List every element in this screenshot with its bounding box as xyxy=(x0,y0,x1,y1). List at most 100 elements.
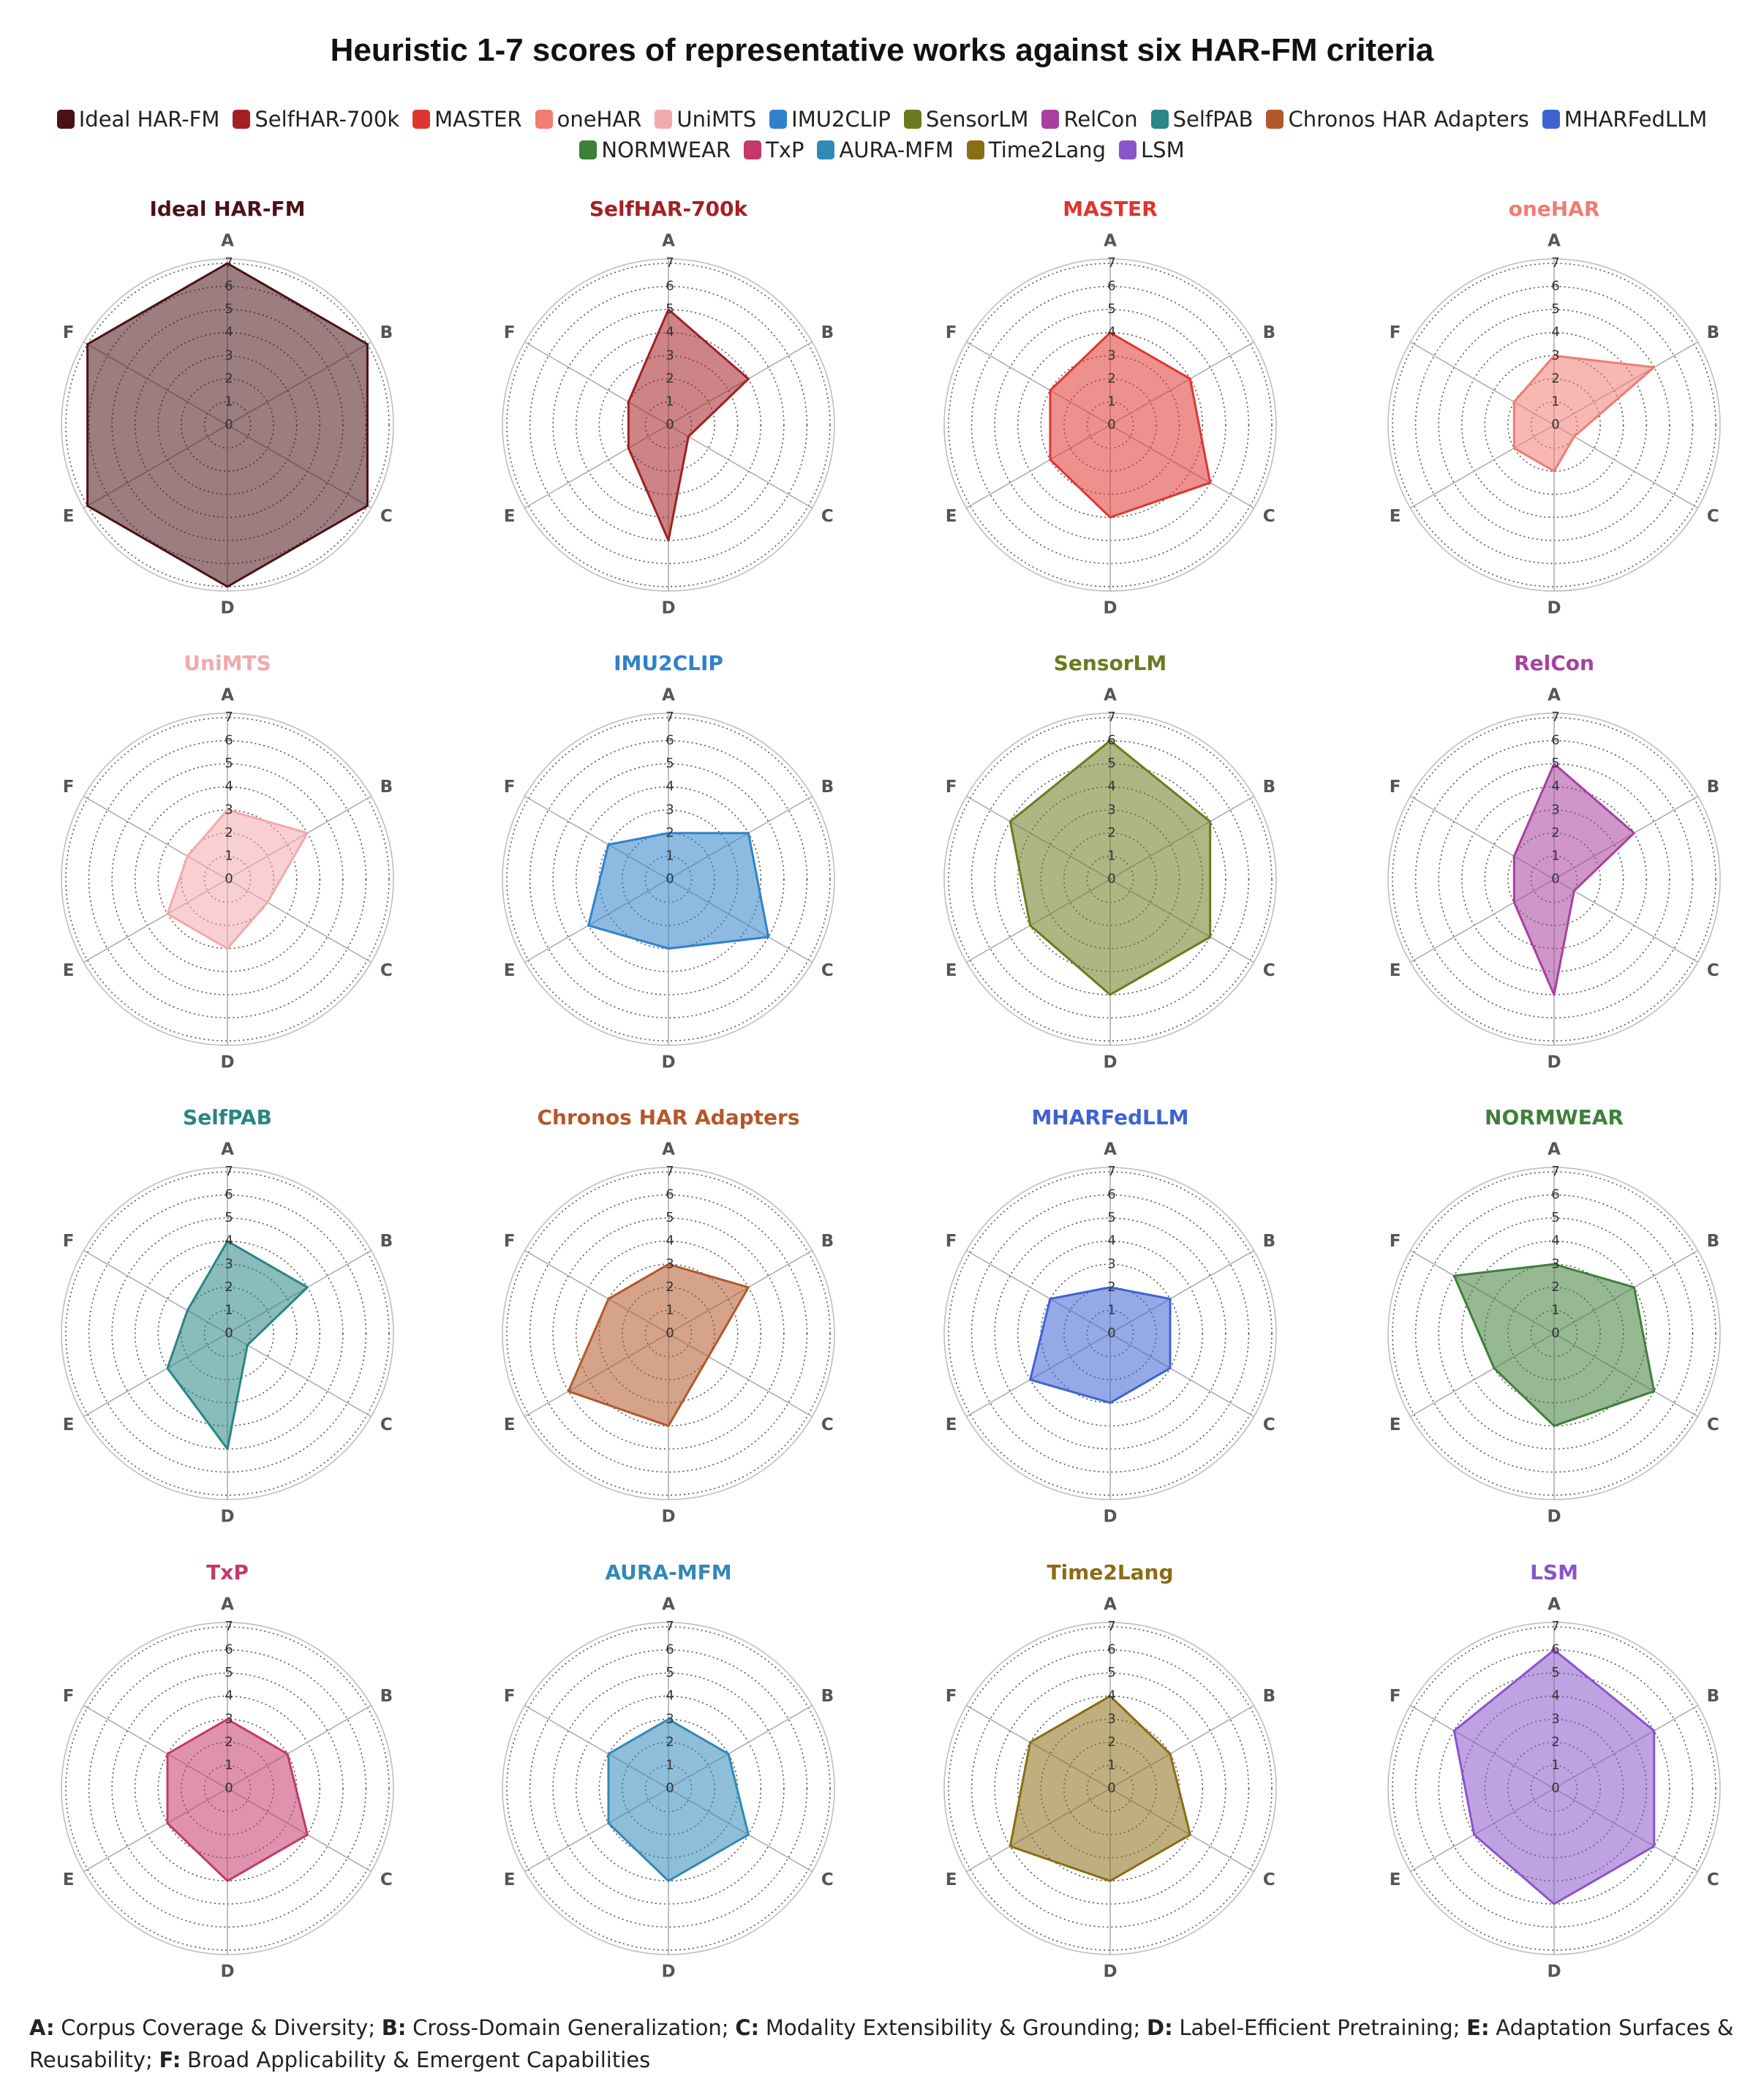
axis-label: A xyxy=(1104,686,1117,705)
r-tick-label: 1 xyxy=(225,848,233,863)
legend-item: Chronos HAR Adapters xyxy=(1266,107,1529,132)
grid-ring xyxy=(1392,263,1716,587)
legend-item: LSM xyxy=(1119,138,1185,162)
r-tick-label: 5 xyxy=(225,756,233,771)
footnote-text: Corpus Coverage & Diversity; xyxy=(61,2015,376,2040)
r-tick-label: 1 xyxy=(1107,848,1115,863)
grid-ring xyxy=(506,1626,831,1951)
axis-label: C xyxy=(1707,507,1719,526)
footnote: A: Corpus Coverage & Diversity; B: Cross-Do… xyxy=(29,2012,1741,2076)
r-tick-label: 5 xyxy=(1107,301,1115,317)
legend-swatch xyxy=(1542,110,1560,129)
axis-label: F xyxy=(946,778,957,797)
axis-label: D xyxy=(661,599,675,618)
axis-label: B xyxy=(1707,1232,1720,1251)
legend-label: SelfPAB xyxy=(1172,107,1254,132)
r-tick-label: 2 xyxy=(1107,1734,1115,1750)
panel-title: Chronos HAR Adapters xyxy=(537,1105,799,1129)
r-tick-label: 4 xyxy=(225,1688,233,1704)
r-tick-label: 7 xyxy=(666,255,674,271)
axis-label: A xyxy=(1548,686,1561,705)
legend-swatch xyxy=(817,140,835,159)
panel-title: Ideal HAR-FM xyxy=(150,197,306,221)
axis-label: E xyxy=(63,507,75,526)
r-tick-label: 6 xyxy=(666,279,674,294)
axis-label: A xyxy=(221,232,234,251)
axis-label: A xyxy=(221,1595,234,1614)
footnote-text: Cross-Domain Generalization; xyxy=(412,2015,729,2040)
legend-item: NORMWEAR xyxy=(579,138,731,162)
r-tick-label: 0 xyxy=(666,1325,674,1341)
footnote-text: Adaptation Surfaces & Reusability; xyxy=(29,2015,1734,2072)
legend-label: SensorLM xyxy=(925,107,1029,132)
r-tick-label: 0 xyxy=(225,871,233,887)
legend-item: SensorLM xyxy=(903,107,1029,132)
r-tick-label: 5 xyxy=(666,1210,674,1225)
grid-ring xyxy=(88,1649,367,1928)
r-tick-label: 5 xyxy=(1107,756,1115,771)
axis-label: C xyxy=(1263,1415,1275,1434)
r-tick-label: 2 xyxy=(225,1734,233,1750)
legend-label: LSM xyxy=(1141,138,1185,162)
spoke xyxy=(227,1333,372,1418)
axis-label: E xyxy=(63,1870,75,1889)
legend-swatch xyxy=(744,140,762,159)
r-tick-label: 7 xyxy=(1551,710,1559,725)
r-tick-label: 4 xyxy=(1107,325,1115,340)
axis-label: C xyxy=(1263,961,1275,980)
axis-label: E xyxy=(1390,961,1401,980)
legend-swatch xyxy=(579,140,598,159)
footnote-key: E: xyxy=(1466,2015,1490,2040)
r-tick-label: 4 xyxy=(1107,1688,1115,1704)
r-tick-label: 6 xyxy=(1107,1187,1115,1203)
panel-title: TxP xyxy=(206,1560,249,1584)
grid-ring xyxy=(65,1626,390,1951)
legend-label: Chronos HAR Adapters xyxy=(1288,107,1529,132)
panel-title: IMU2CLIP xyxy=(614,651,723,675)
r-tick-label: 5 xyxy=(1551,1210,1559,1225)
grid-ring xyxy=(948,1171,1273,1496)
axis-label: F xyxy=(504,1687,516,1706)
r-tick-label: 3 xyxy=(225,802,233,817)
panel-title: SelfPAB xyxy=(183,1105,272,1129)
axis-label: D xyxy=(220,1508,234,1527)
axis-label: C xyxy=(380,1415,393,1434)
panel-title: NORMWEAR xyxy=(1485,1105,1624,1129)
r-tick-label: 3 xyxy=(1551,1256,1559,1271)
legend-item: SelfPAB xyxy=(1150,107,1254,132)
grid-ring xyxy=(88,1194,367,1473)
r-tick-label: 4 xyxy=(666,1233,674,1249)
axis-label: F xyxy=(946,1232,957,1251)
axis-label: F xyxy=(946,1687,957,1706)
r-tick-label: 3 xyxy=(666,802,674,817)
legend-label: NORMWEAR xyxy=(601,138,731,162)
r-tick-label: 6 xyxy=(1551,1187,1559,1203)
axis-label: A xyxy=(1104,232,1117,251)
footnote-key: F: xyxy=(159,2047,181,2072)
r-tick-label: 7 xyxy=(666,1619,674,1634)
grid-ring xyxy=(506,1171,831,1496)
axis-label: D xyxy=(1547,1963,1561,1982)
legend-swatch xyxy=(769,110,788,129)
r-tick-label: 6 xyxy=(225,1187,233,1203)
grid-ring xyxy=(529,740,808,1019)
axis-label: F xyxy=(504,1232,516,1251)
axis-label: E xyxy=(1390,1415,1401,1434)
axis-label: C xyxy=(821,1415,834,1434)
legend-item: Time2Lang xyxy=(966,138,1106,162)
r-tick-label: 1 xyxy=(225,1302,233,1317)
legend-label: TxP xyxy=(766,138,804,162)
axis-label: B xyxy=(380,1687,393,1706)
radar-area xyxy=(86,262,369,588)
legend-swatch xyxy=(1150,110,1169,129)
axis-label: A xyxy=(662,1595,675,1614)
r-tick-label: 3 xyxy=(666,1256,674,1271)
spoke xyxy=(668,424,813,509)
r-tick-label: 6 xyxy=(1551,279,1559,294)
r-tick-label: 6 xyxy=(225,279,233,294)
r-tick-label: 4 xyxy=(666,1688,674,1704)
grid-ring xyxy=(970,740,1250,1019)
r-tick-label: 1 xyxy=(225,394,233,409)
